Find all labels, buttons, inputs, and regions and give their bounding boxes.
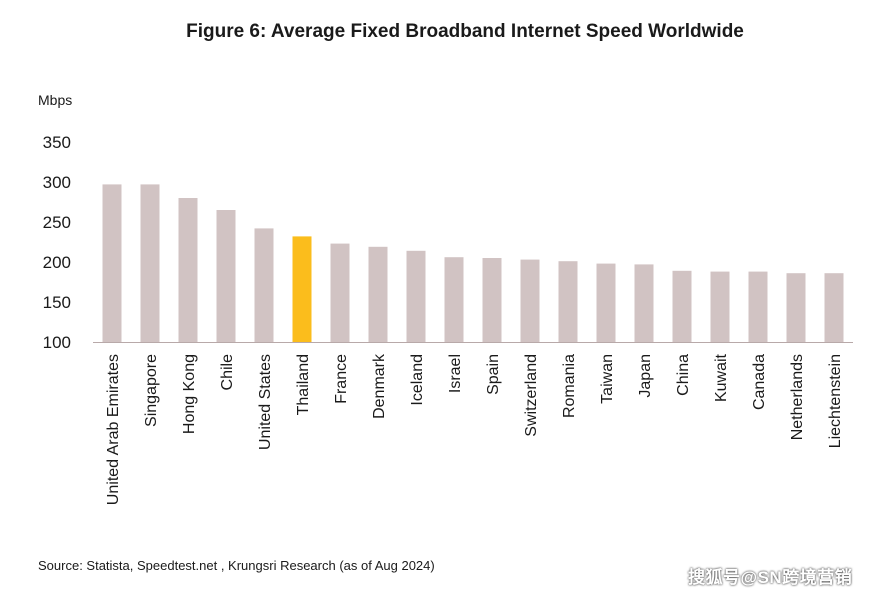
chart-title: Figure 6: Average Fixed Broadband Intern… [186, 21, 744, 42]
x-tick-label: United States [257, 354, 274, 450]
y-tick-label: 200 [43, 253, 71, 272]
x-tick-label: Kuwait [713, 353, 730, 402]
bar [482, 258, 502, 342]
x-tick-label: United Arab Emirates [105, 354, 122, 505]
x-tick-label: Canada [751, 354, 768, 410]
bar [786, 273, 806, 342]
bar [596, 263, 616, 342]
bar [444, 257, 464, 342]
y-tick-label: 300 [43, 173, 71, 192]
bar [634, 264, 654, 342]
y-tick-label: 100 [43, 333, 71, 352]
y-tick-label: 250 [43, 213, 71, 232]
bar [140, 184, 160, 342]
x-tick-label: Denmark [371, 353, 388, 419]
x-tick-label: Spain [485, 354, 502, 395]
x-tick-label: Thailand [295, 354, 312, 415]
bar [178, 198, 198, 342]
x-tick-label: Iceland [409, 354, 426, 406]
x-tick-label: Liechtenstein [827, 354, 844, 448]
y-axis-unit-label: Mbps [38, 92, 72, 108]
bar [102, 184, 122, 342]
x-tick-label: Chile [219, 354, 236, 391]
x-tick-label: Israel [447, 354, 464, 393]
x-tick-label: Taiwan [599, 354, 616, 404]
bar [368, 246, 388, 342]
bar [216, 210, 236, 342]
bar [254, 228, 274, 342]
x-tick-label: France [333, 354, 350, 404]
bar [824, 273, 844, 342]
bar [672, 270, 692, 342]
bar [520, 259, 540, 342]
bar [710, 271, 730, 342]
watermark: 搜狐号@SN跨境营销 [688, 568, 853, 587]
bar [292, 236, 312, 342]
bar [330, 243, 350, 342]
y-tick-label: 150 [43, 293, 71, 312]
x-tick-label: Switzerland [523, 354, 540, 437]
source-note: Source: Statista, Speedtest.net , Krungs… [38, 558, 435, 573]
x-tick-label: Japan [637, 354, 654, 398]
x-tick-label: Romania [561, 354, 578, 418]
x-tick-label: Singapore [143, 354, 160, 427]
x-tick-label: China [675, 354, 692, 396]
bar [748, 271, 768, 342]
x-tick-label: Netherlands [789, 354, 806, 440]
y-tick-label: 350 [43, 133, 71, 152]
bar [558, 261, 578, 342]
x-tick-label: Hong Kong [181, 354, 198, 434]
bar [406, 250, 426, 342]
